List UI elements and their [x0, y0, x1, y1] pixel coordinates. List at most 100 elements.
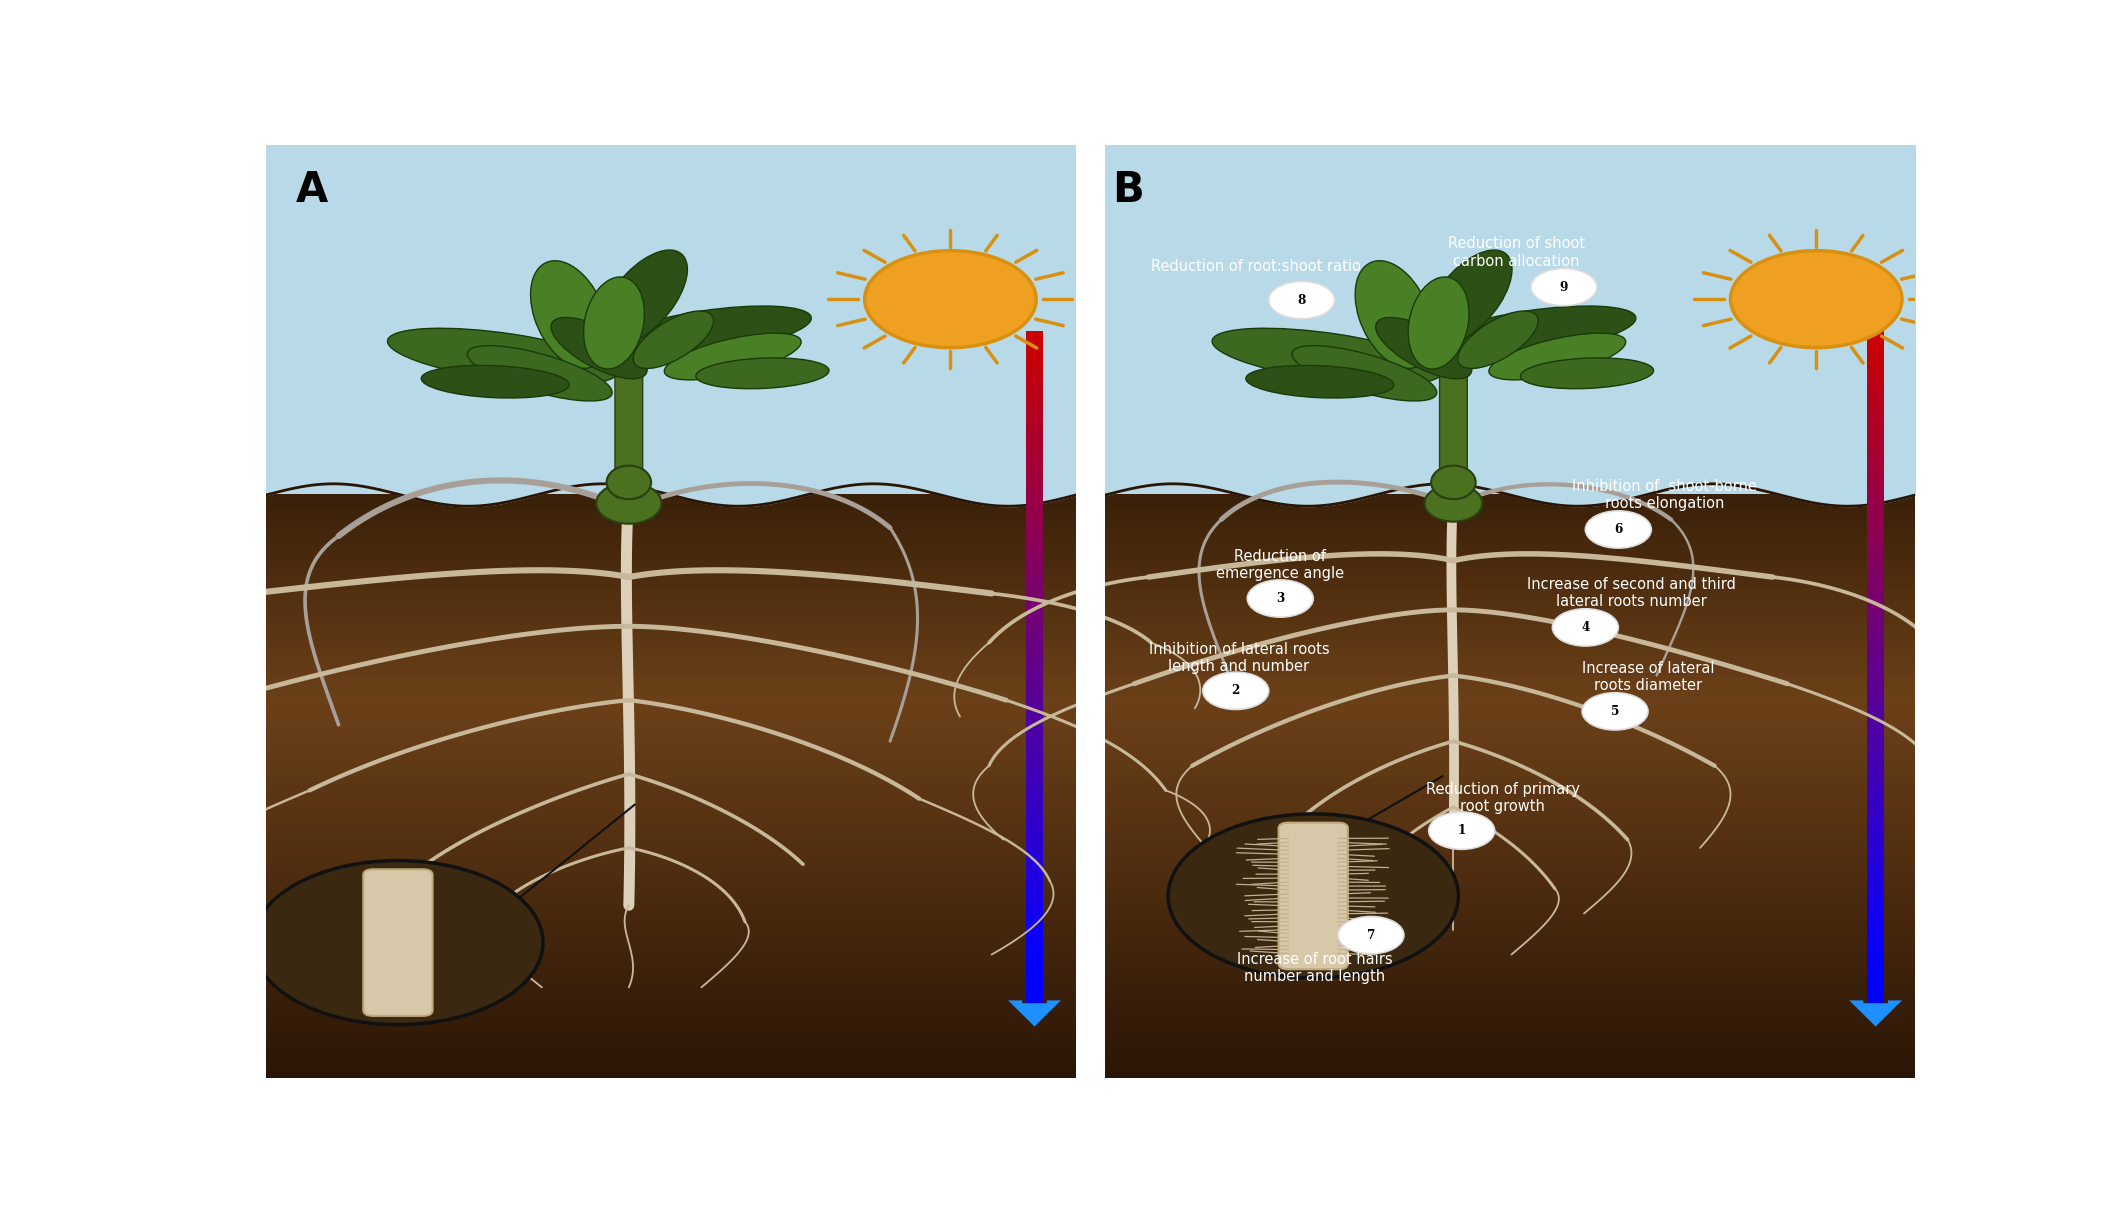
Text: Reduction of root:shoot ratio: Reduction of root:shoot ratio	[1151, 259, 1360, 274]
Bar	[1104, 581, 1915, 590]
Bar	[1104, 764, 1915, 771]
Bar	[1026, 965, 1043, 974]
Bar	[266, 501, 1077, 510]
Bar	[1868, 500, 1883, 510]
Bar	[266, 618, 1077, 626]
Text: Increase of second and third
lateral roots number: Increase of second and third lateral roo…	[1528, 576, 1736, 609]
Bar	[266, 946, 1077, 954]
Ellipse shape	[551, 317, 647, 379]
Bar	[1026, 906, 1043, 914]
Bar	[1104, 851, 1915, 860]
Bar	[266, 779, 1077, 786]
Ellipse shape	[1490, 333, 1626, 380]
Bar	[1868, 804, 1883, 814]
Bar	[1868, 762, 1883, 771]
Bar	[1104, 968, 1915, 976]
Bar	[1868, 719, 1883, 729]
Bar	[266, 888, 1077, 896]
Bar	[1868, 889, 1883, 899]
Bar	[1104, 1033, 1915, 1041]
Ellipse shape	[596, 483, 662, 523]
Bar	[1026, 610, 1043, 619]
Bar	[1868, 339, 1883, 349]
Bar	[1026, 872, 1043, 882]
Bar	[1026, 534, 1043, 543]
Bar	[1026, 863, 1043, 873]
Bar	[1026, 813, 1043, 822]
Bar	[1868, 846, 1883, 856]
Bar	[266, 552, 1077, 561]
Bar	[1104, 830, 1915, 837]
Bar	[1104, 750, 1915, 757]
Bar	[1104, 960, 1915, 969]
Bar	[1104, 625, 1915, 633]
Text: 4: 4	[1581, 621, 1590, 633]
FancyArrow shape	[1009, 1000, 1062, 1027]
Bar	[1026, 643, 1043, 653]
Bar	[1026, 449, 1043, 459]
Bar	[1104, 567, 1915, 575]
Bar	[1104, 727, 1915, 735]
Bar	[1104, 719, 1915, 728]
Bar	[266, 145, 1077, 495]
Bar	[266, 815, 1077, 822]
Bar	[1868, 381, 1883, 391]
Bar	[1026, 974, 1043, 982]
Bar	[266, 822, 1077, 830]
Bar	[266, 603, 1077, 612]
Text: Inhibition of  shoot-borne
roots elongation: Inhibition of shoot-borne roots elongati…	[1573, 478, 1758, 511]
Text: 7: 7	[1366, 929, 1375, 942]
Bar	[1026, 830, 1043, 839]
Circle shape	[1247, 580, 1313, 618]
Bar	[266, 1004, 1077, 1012]
Bar	[1104, 837, 1915, 845]
Bar	[1026, 931, 1043, 940]
Bar	[1026, 432, 1043, 442]
Bar	[1026, 889, 1043, 899]
Bar	[1868, 685, 1883, 695]
Bar	[266, 939, 1077, 947]
Bar	[1104, 931, 1915, 940]
Bar	[1868, 838, 1883, 848]
Bar	[1868, 407, 1883, 417]
Bar	[1026, 940, 1043, 948]
Ellipse shape	[1519, 358, 1653, 389]
Ellipse shape	[609, 306, 811, 357]
Bar	[1104, 596, 1915, 604]
Bar	[266, 1048, 1077, 1056]
Bar	[1026, 381, 1043, 391]
Bar	[1104, 888, 1915, 896]
Bar	[1026, 652, 1043, 661]
Bar	[1026, 509, 1043, 518]
Bar	[266, 742, 1077, 750]
Bar	[266, 523, 1077, 532]
Bar	[266, 1011, 1077, 1020]
Bar	[1026, 618, 1043, 627]
Bar	[1868, 872, 1883, 882]
Bar	[266, 574, 1077, 582]
Bar	[1868, 948, 1883, 957]
Bar	[266, 997, 1077, 1005]
Bar	[1026, 745, 1043, 754]
Bar	[1868, 965, 1883, 974]
Bar	[1104, 953, 1915, 962]
Ellipse shape	[387, 328, 617, 385]
Bar	[266, 859, 1077, 867]
Bar	[1868, 635, 1883, 644]
Bar	[266, 837, 1077, 845]
Bar	[1868, 593, 1883, 602]
FancyArrow shape	[1849, 1000, 1902, 1027]
Bar	[266, 924, 1077, 932]
Bar	[1104, 610, 1915, 619]
Text: Reduction of
emergence angle: Reduction of emergence angle	[1217, 549, 1345, 581]
Bar	[1868, 652, 1883, 661]
Bar	[266, 639, 1077, 648]
Bar	[1026, 339, 1043, 349]
Bar	[266, 808, 1077, 815]
Bar	[266, 1018, 1077, 1027]
Bar	[1104, 647, 1915, 655]
Bar	[1104, 859, 1915, 867]
Text: A: A	[296, 168, 328, 211]
Bar	[1026, 365, 1043, 374]
Bar	[266, 1055, 1077, 1063]
